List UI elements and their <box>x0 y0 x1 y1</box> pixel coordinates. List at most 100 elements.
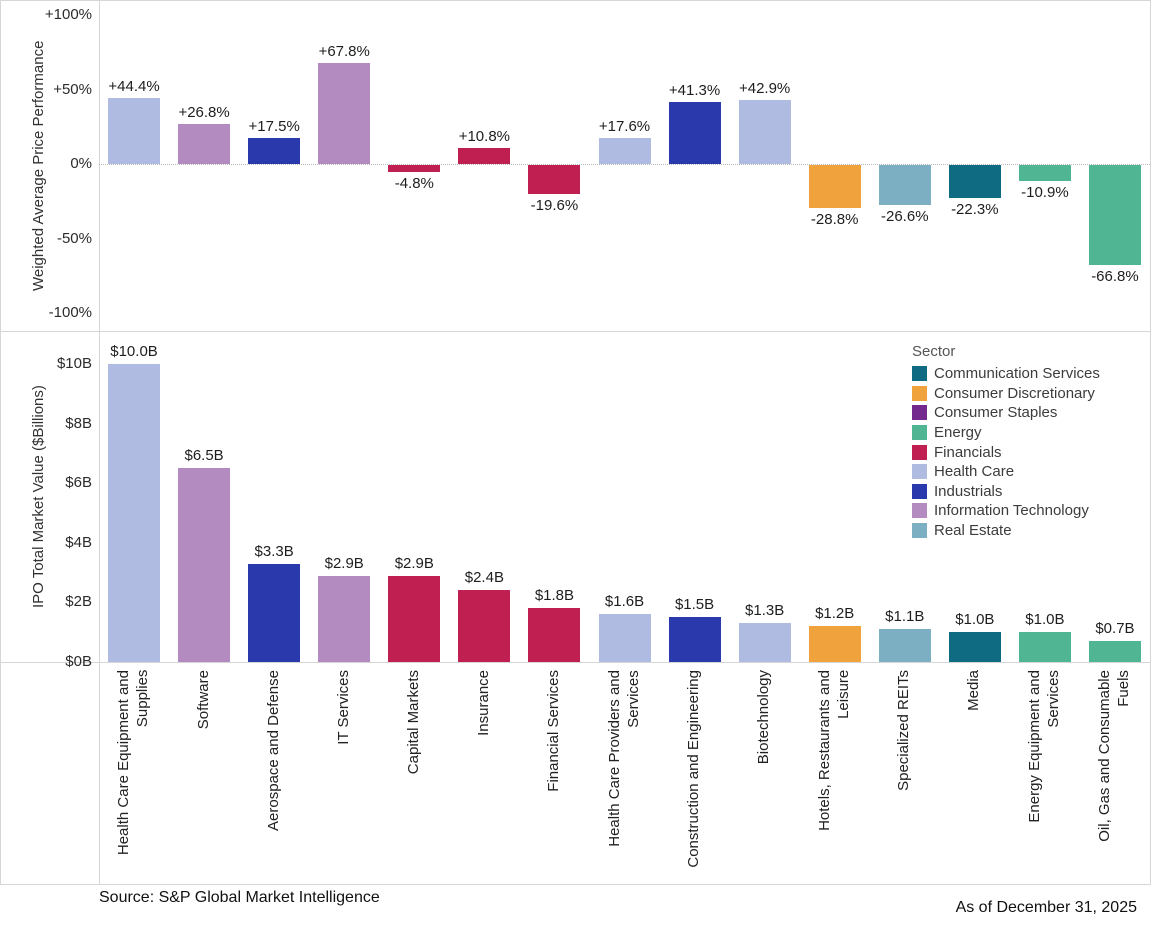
category-label[interactable]: Specialized REITs <box>865 662 945 884</box>
bar-segment[interactable] <box>248 138 301 164</box>
bar-segment[interactable] <box>808 626 861 662</box>
bar-segment[interactable] <box>808 165 861 208</box>
as-of-date: As of December 31, 2025 <box>955 899 1137 916</box>
category-label-text: Insurance <box>474 670 492 736</box>
bar-value-label: +44.4% <box>108 78 160 95</box>
category-label[interactable]: Biotechnology <box>725 662 805 884</box>
legend-swatch <box>912 503 927 519</box>
bar-segment[interactable] <box>388 576 441 662</box>
x-axis-line <box>0 662 1151 663</box>
legend-item[interactable]: Health Care <box>912 462 1142 482</box>
bar-value-label: +17.5% <box>248 118 300 135</box>
y-axis-title-market-value: IPO Total Market Value ($Billions) <box>30 385 47 608</box>
bar-segment[interactable] <box>1088 641 1141 662</box>
y-tick-label: $2B <box>65 593 92 610</box>
bar-value-label: $2.9B <box>394 555 434 572</box>
y-tick-label: -100% <box>48 304 92 321</box>
bar-segment[interactable] <box>248 564 301 662</box>
bar-value-label: -28.8% <box>810 211 859 228</box>
panel-divider <box>0 331 1151 332</box>
y-tick-label: +50% <box>53 81 92 98</box>
category-label[interactable]: Financial Services <box>514 662 594 884</box>
category-label[interactable]: Software <box>164 662 244 884</box>
bar-segment[interactable] <box>1088 165 1141 265</box>
legend-swatch <box>912 464 927 480</box>
bar-segment[interactable] <box>878 629 931 662</box>
bar-segment[interactable] <box>598 614 651 662</box>
bar-segment[interactable] <box>388 165 441 172</box>
bar-segment[interactable] <box>948 632 1001 662</box>
y-tick-label: +100% <box>44 6 92 23</box>
category-label[interactable]: Aerospace and Defense <box>234 662 314 884</box>
zero-baseline <box>99 164 1150 165</box>
bar-segment[interactable] <box>738 623 791 662</box>
bar-segment[interactable] <box>108 98 161 164</box>
category-label-text: Media <box>965 670 983 711</box>
legend-item[interactable]: Consumer Discretionary <box>912 384 1142 404</box>
legend-item-label: Communication Services <box>934 365 1100 383</box>
bar-value-label: $1.0B <box>1025 611 1065 628</box>
category-label-text: Construction and Engineering <box>685 670 703 868</box>
bar-value-label: $2.4B <box>464 569 504 586</box>
bar-segment[interactable] <box>1018 165 1071 181</box>
legend-swatch <box>912 405 927 421</box>
chart-left-border <box>0 0 1 884</box>
legend-item[interactable]: Energy <box>912 423 1142 443</box>
category-label[interactable]: Health Care Equipment and Supplies <box>94 662 174 884</box>
bar-segment[interactable] <box>528 165 581 194</box>
category-label[interactable]: Construction and Engineering <box>655 662 735 884</box>
y-tick-label: $0B <box>65 653 92 670</box>
bar-value-label: +41.3% <box>668 82 721 99</box>
bar-value-label: $1.5B <box>674 596 715 613</box>
bar-value-label: $6.5B <box>184 447 224 464</box>
bar-segment[interactable] <box>318 63 371 164</box>
bar-segment[interactable] <box>528 608 581 662</box>
bar-value-label: -66.8% <box>1091 268 1139 285</box>
chart-bottom-border <box>0 884 1151 885</box>
bar-value-label: $0.7B <box>1095 620 1135 637</box>
legend-item[interactable]: Industrials <box>912 482 1142 502</box>
category-label-text: Specialized REITs <box>895 670 913 791</box>
bar-value-label: $1.6B <box>604 593 645 610</box>
bar-segment[interactable] <box>878 165 931 205</box>
legend-title: Sector <box>912 343 956 360</box>
bar-segment[interactable] <box>178 124 231 164</box>
bar-segment[interactable] <box>318 576 371 662</box>
y-tick-label: $6B <box>65 474 92 491</box>
y-tick-label: $10B <box>56 355 92 372</box>
category-label[interactable]: Oil, Gas and Consumable Fuels <box>1075 662 1151 884</box>
bar-segment[interactable] <box>738 100 791 164</box>
bar-segment[interactable] <box>948 165 1001 198</box>
category-label[interactable]: Hotels, Restaurants and Leisure <box>795 662 875 884</box>
category-label[interactable]: Energy Equipment and Services <box>1005 662 1085 884</box>
category-label[interactable]: Media <box>935 662 1015 884</box>
legend-item[interactable]: Communication Services <box>912 364 1142 384</box>
bar-segment[interactable] <box>668 102 721 164</box>
legend-item[interactable]: Financials <box>912 442 1142 462</box>
legend-item[interactable]: Information Technology <box>912 501 1142 521</box>
bar-value-label: $1.1B <box>885 608 925 625</box>
category-label[interactable]: IT Services <box>304 662 384 884</box>
category-label[interactable]: Insurance <box>444 662 524 884</box>
bar-segment[interactable] <box>668 617 721 662</box>
market-value-panel: IPO Total Market Value ($Billions) Secto… <box>0 331 1151 670</box>
bar-segment[interactable] <box>108 364 161 662</box>
y-tick-label: 0% <box>70 155 92 172</box>
bar-value-label: $1.0B <box>955 611 995 628</box>
bar-value-label: -19.6% <box>530 197 579 214</box>
category-label[interactable]: Capital Markets <box>374 662 454 884</box>
y-tick-label: $8B <box>65 415 92 432</box>
bar-value-label: -10.9% <box>1021 184 1069 201</box>
bar-segment[interactable] <box>458 590 511 662</box>
legend-swatch <box>912 385 927 401</box>
legend-item[interactable]: Consumer Staples <box>912 403 1142 423</box>
bar-segment[interactable] <box>598 138 651 164</box>
legend-item[interactable]: Real Estate <box>912 521 1142 541</box>
bar-segment[interactable] <box>458 148 511 164</box>
bar-value-label: -22.3% <box>951 201 999 218</box>
bar-segment[interactable] <box>1018 632 1071 662</box>
bar-value-label: +67.8% <box>318 43 370 60</box>
bar-segment[interactable] <box>178 468 231 662</box>
category-label[interactable]: Health Care Providers and Services <box>585 662 665 884</box>
legend-items: Communication Services Consumer Discretio… <box>912 364 1142 540</box>
